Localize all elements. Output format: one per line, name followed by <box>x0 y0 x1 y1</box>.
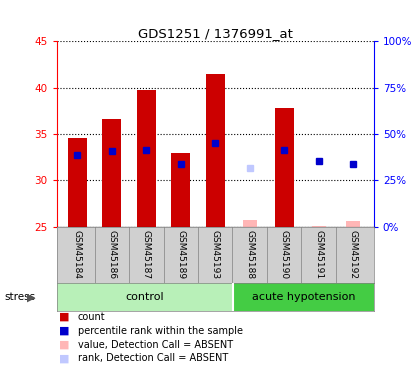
Text: rank, Detection Call = ABSENT: rank, Detection Call = ABSENT <box>78 354 228 363</box>
Text: ■: ■ <box>59 354 69 363</box>
Bar <box>57 283 233 311</box>
Text: GSM45193: GSM45193 <box>211 230 220 279</box>
Text: ■: ■ <box>59 340 69 350</box>
Bar <box>102 119 121 227</box>
Bar <box>206 74 225 227</box>
Text: GSM45190: GSM45190 <box>280 230 289 279</box>
Text: GSM45191: GSM45191 <box>314 230 323 279</box>
Text: ▶: ▶ <box>27 292 36 302</box>
Text: GSM45184: GSM45184 <box>73 230 82 279</box>
Bar <box>68 138 87 227</box>
Text: ■: ■ <box>59 326 69 336</box>
Bar <box>233 283 374 311</box>
Bar <box>137 90 156 227</box>
Bar <box>346 221 360 227</box>
Bar <box>275 108 294 227</box>
Bar <box>171 153 190 227</box>
Bar <box>243 220 257 227</box>
Text: acute hypotension: acute hypotension <box>252 292 355 302</box>
Bar <box>312 226 326 227</box>
Text: GSM45187: GSM45187 <box>142 230 151 279</box>
Text: value, Detection Call = ABSENT: value, Detection Call = ABSENT <box>78 340 233 350</box>
Text: GSM45189: GSM45189 <box>176 230 185 279</box>
Text: GSM45186: GSM45186 <box>108 230 116 279</box>
Text: percentile rank within the sample: percentile rank within the sample <box>78 326 243 336</box>
Text: GSM45188: GSM45188 <box>245 230 254 279</box>
Text: control: control <box>126 292 164 302</box>
Text: stress: stress <box>4 292 35 302</box>
Text: ■: ■ <box>59 312 69 322</box>
Text: GSM45192: GSM45192 <box>349 230 357 279</box>
Title: GDS1251 / 1376991_at: GDS1251 / 1376991_at <box>138 27 293 40</box>
Text: count: count <box>78 312 105 322</box>
